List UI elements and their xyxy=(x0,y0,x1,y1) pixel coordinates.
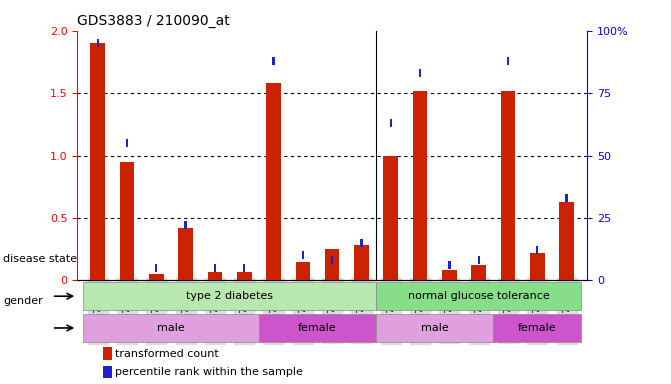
Bar xyxy=(413,91,427,280)
Text: percentile rank within the sample: percentile rank within the sample xyxy=(115,367,303,377)
Text: male: male xyxy=(157,323,185,333)
Bar xyxy=(83,282,376,311)
Bar xyxy=(383,156,398,280)
Bar xyxy=(178,228,193,280)
Text: transformed count: transformed count xyxy=(115,349,219,359)
Bar xyxy=(302,252,304,259)
Text: type 2 diabetes: type 2 diabetes xyxy=(186,291,273,301)
Bar xyxy=(185,222,187,229)
Text: male: male xyxy=(421,323,449,333)
Bar xyxy=(272,57,274,65)
Bar xyxy=(266,83,281,280)
Bar xyxy=(91,43,105,280)
Bar xyxy=(354,245,369,280)
Text: normal glucose tolerance: normal glucose tolerance xyxy=(408,291,550,301)
Bar xyxy=(325,249,340,280)
Bar xyxy=(501,91,515,280)
Bar xyxy=(419,69,421,77)
Bar xyxy=(448,262,450,269)
Bar xyxy=(295,262,310,280)
Text: female: female xyxy=(518,323,557,333)
Text: disease state: disease state xyxy=(3,254,77,264)
Bar xyxy=(530,253,545,280)
Bar xyxy=(237,271,252,280)
Text: GDS3883 / 210090_at: GDS3883 / 210090_at xyxy=(77,14,230,28)
Bar xyxy=(442,270,457,280)
Bar xyxy=(149,274,164,280)
Bar xyxy=(83,314,259,342)
Bar xyxy=(207,271,222,280)
Text: gender: gender xyxy=(3,296,43,306)
Bar xyxy=(507,57,509,65)
Bar xyxy=(103,366,112,378)
Bar xyxy=(360,239,362,247)
Bar xyxy=(97,39,99,47)
Bar xyxy=(155,264,158,272)
Bar xyxy=(560,202,574,280)
Bar xyxy=(331,257,333,264)
Bar xyxy=(536,247,538,254)
Text: female: female xyxy=(298,323,337,333)
Bar xyxy=(243,264,246,272)
Bar xyxy=(471,265,486,280)
Bar xyxy=(376,314,493,342)
Bar xyxy=(390,119,392,127)
Bar xyxy=(478,257,480,264)
Bar xyxy=(126,139,128,147)
Bar xyxy=(259,314,376,342)
Bar xyxy=(566,194,568,202)
Bar xyxy=(119,162,134,280)
Bar xyxy=(103,348,112,360)
Bar xyxy=(493,314,581,342)
Bar xyxy=(376,282,581,311)
Bar xyxy=(214,264,216,272)
